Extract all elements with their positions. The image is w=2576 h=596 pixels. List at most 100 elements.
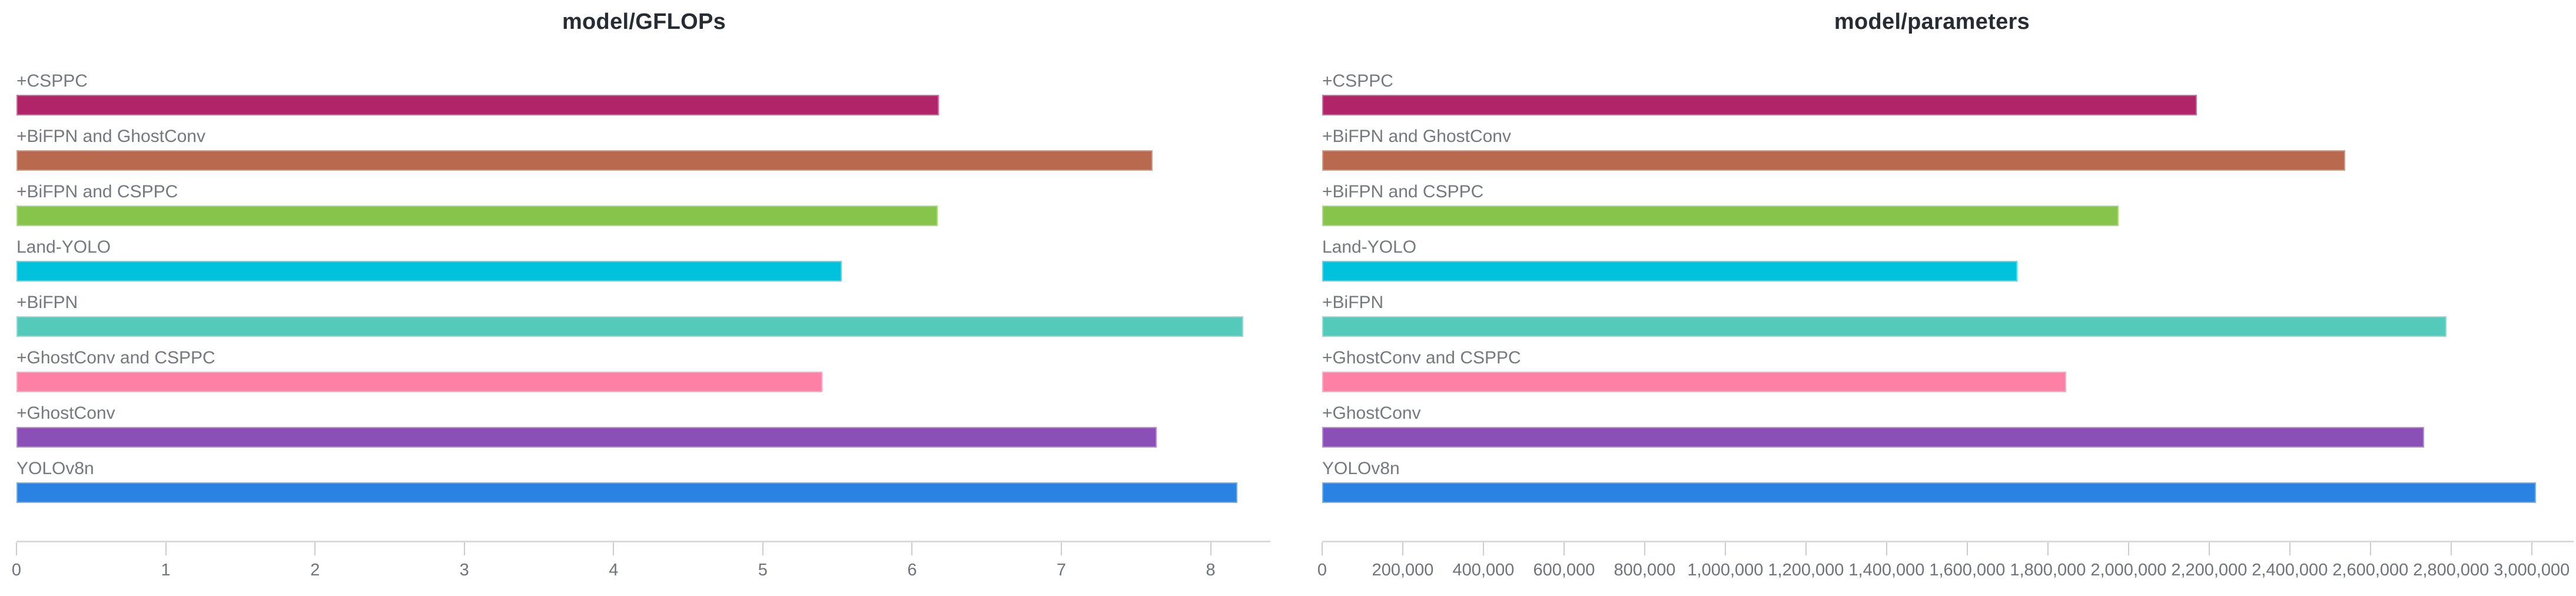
x-axis-tick <box>2289 542 2290 555</box>
bar-row: +GhostConv <box>16 397 1270 452</box>
gflops-plot-area: +CSPPC +BiFPN and GhostConv +BiFPN and CSP… <box>12 65 1270 596</box>
bar-label: +CSPPC <box>1322 71 1393 91</box>
bar-row: +CSPPC <box>16 65 1270 120</box>
bar-row: +BiFPN and GhostConv <box>1322 120 2574 176</box>
bar <box>1322 261 2017 282</box>
x-axis-tick-label: 1,400,000 <box>1848 561 1925 580</box>
x-axis-tick <box>1805 542 1807 555</box>
x-axis-tick <box>1966 542 1968 555</box>
bar-label: Land-YOLO <box>16 237 111 257</box>
x-axis-tick <box>1210 542 1211 555</box>
parameters-x-axis-line <box>1322 541 2574 542</box>
bar <box>16 316 1244 337</box>
x-axis-tick-label: 600,000 <box>1533 561 1595 580</box>
x-axis-tick-label: 400,000 <box>1452 561 1515 580</box>
x-axis-tick-label: 2,400,000 <box>2252 561 2328 580</box>
bar <box>1322 150 2346 171</box>
x-axis-tick-label: 1,000,000 <box>1687 561 1764 580</box>
x-axis-tick-label: 2,200,000 <box>2171 561 2248 580</box>
x-axis-tick <box>463 542 465 555</box>
x-axis-tick <box>2531 542 2532 555</box>
x-axis-tick-label: 4 <box>609 561 619 580</box>
x-axis-tick-label: 2,600,000 <box>2332 561 2409 580</box>
x-axis-tick <box>1402 542 1403 555</box>
x-axis-tick-label: 1,800,000 <box>2010 561 2086 580</box>
x-axis-tick-label: 2,800,000 <box>2413 561 2489 580</box>
bar-label: YOLOv8n <box>1322 459 1400 478</box>
x-axis-tick <box>2208 542 2210 555</box>
x-axis-tick-label: 1 <box>161 561 171 580</box>
x-axis-tick-label: 7 <box>1056 561 1067 580</box>
bar <box>16 427 1157 448</box>
bar <box>16 206 938 226</box>
parameters-chart-title: model/parameters <box>1834 9 2030 34</box>
bar-row: +BiFPN and CSPPC <box>1322 176 2574 231</box>
bar <box>1322 427 2424 448</box>
x-axis-tick-label: 8 <box>1206 561 1216 580</box>
bar-label: +CSPPC <box>16 71 88 91</box>
bar <box>16 372 823 392</box>
x-axis-tick <box>613 542 615 555</box>
x-axis-tick <box>1322 542 1323 555</box>
x-axis-tick-label: 2,000,000 <box>2090 561 2167 580</box>
bar-label: YOLOv8n <box>16 459 94 478</box>
bar <box>16 261 842 282</box>
x-axis-tick-label: 800,000 <box>1614 561 1676 580</box>
bar-row: Land-YOLO <box>1322 231 2574 286</box>
bar <box>16 95 940 115</box>
bar-row: YOLOv8n <box>1322 452 2574 508</box>
x-axis-tick <box>1644 542 1645 555</box>
bar-row: +GhostConv and CSPPC <box>16 342 1270 397</box>
x-axis-tick-label: 1,200,000 <box>1768 561 1844 580</box>
bar-label: +BiFPN <box>16 293 78 312</box>
x-axis-tick <box>762 542 763 555</box>
bar-row: +BiFPN <box>16 286 1270 342</box>
bar-row: +GhostConv <box>1322 397 2574 452</box>
bar-row: +GhostConv and CSPPC <box>1322 342 2574 397</box>
bar-label: +BiFPN <box>1322 293 1384 312</box>
x-axis-tick <box>1563 542 1565 555</box>
x-axis-tick-label: 3 <box>459 561 469 580</box>
bar-label: +GhostConv and CSPPC <box>16 348 215 367</box>
x-axis-tick-label: 1,600,000 <box>1929 561 2006 580</box>
x-axis-tick <box>1724 542 1726 555</box>
bar <box>1322 316 2446 337</box>
bar-row: Land-YOLO <box>16 231 1270 286</box>
bar-label: +BiFPN and CSPPC <box>16 182 178 201</box>
x-axis-tick-label: 200,000 <box>1372 561 1434 580</box>
x-axis-tick <box>16 542 17 555</box>
x-axis-tick <box>1482 542 1484 555</box>
x-axis-tick <box>1061 542 1062 555</box>
bar-label: +GhostConv <box>1322 403 1421 423</box>
x-axis-tick-label: 2 <box>310 561 320 580</box>
gflops-bars-area: +CSPPC +BiFPN and GhostConv +BiFPN and CSP… <box>16 65 1270 508</box>
bar-row: +BiFPN and CSPPC <box>16 176 1270 231</box>
bar-label: +GhostConv <box>16 403 115 423</box>
bar-label: +BiFPN and GhostConv <box>16 127 205 146</box>
bar <box>1322 372 2066 392</box>
gflops-x-axis-line <box>16 541 1270 542</box>
x-axis-tick <box>2127 542 2129 555</box>
gflops-chart-title: model/GFLOPs <box>562 9 726 34</box>
x-axis-tick <box>314 542 316 555</box>
bar-row: +BiFPN and GhostConv <box>16 120 1270 176</box>
bar <box>1322 482 2537 503</box>
parameters-bars-area: +CSPPC +BiFPN and GhostConv +BiFPN and CSP… <box>1322 65 2574 508</box>
x-axis-tick <box>165 542 167 555</box>
bar-label: Land-YOLO <box>1322 237 1417 257</box>
bar-label: +GhostConv and CSPPC <box>1322 348 1521 367</box>
bar <box>16 150 1153 171</box>
x-axis-tick <box>2047 542 2049 555</box>
x-axis-tick <box>1885 542 1887 555</box>
x-axis-tick <box>2369 542 2371 555</box>
bar-row: YOLOv8n <box>16 452 1270 508</box>
gflops-chart-panel: model/GFLOPs +CSPPC +BiFPN and GhostConv +… <box>12 9 1270 596</box>
x-axis-tick <box>2450 542 2452 555</box>
x-axis-tick-label: 6 <box>907 561 917 580</box>
bar-label: +BiFPN and CSPPC <box>1322 182 1484 201</box>
x-axis-tick-label: 0 <box>11 561 22 580</box>
x-axis-tick <box>911 542 913 555</box>
parameters-x-axis: 0 200,000 400,000 600,000 800,000 1,000,000 1,… <box>1317 541 2574 594</box>
x-axis-tick-label: 3,000,000 <box>2494 561 2570 580</box>
